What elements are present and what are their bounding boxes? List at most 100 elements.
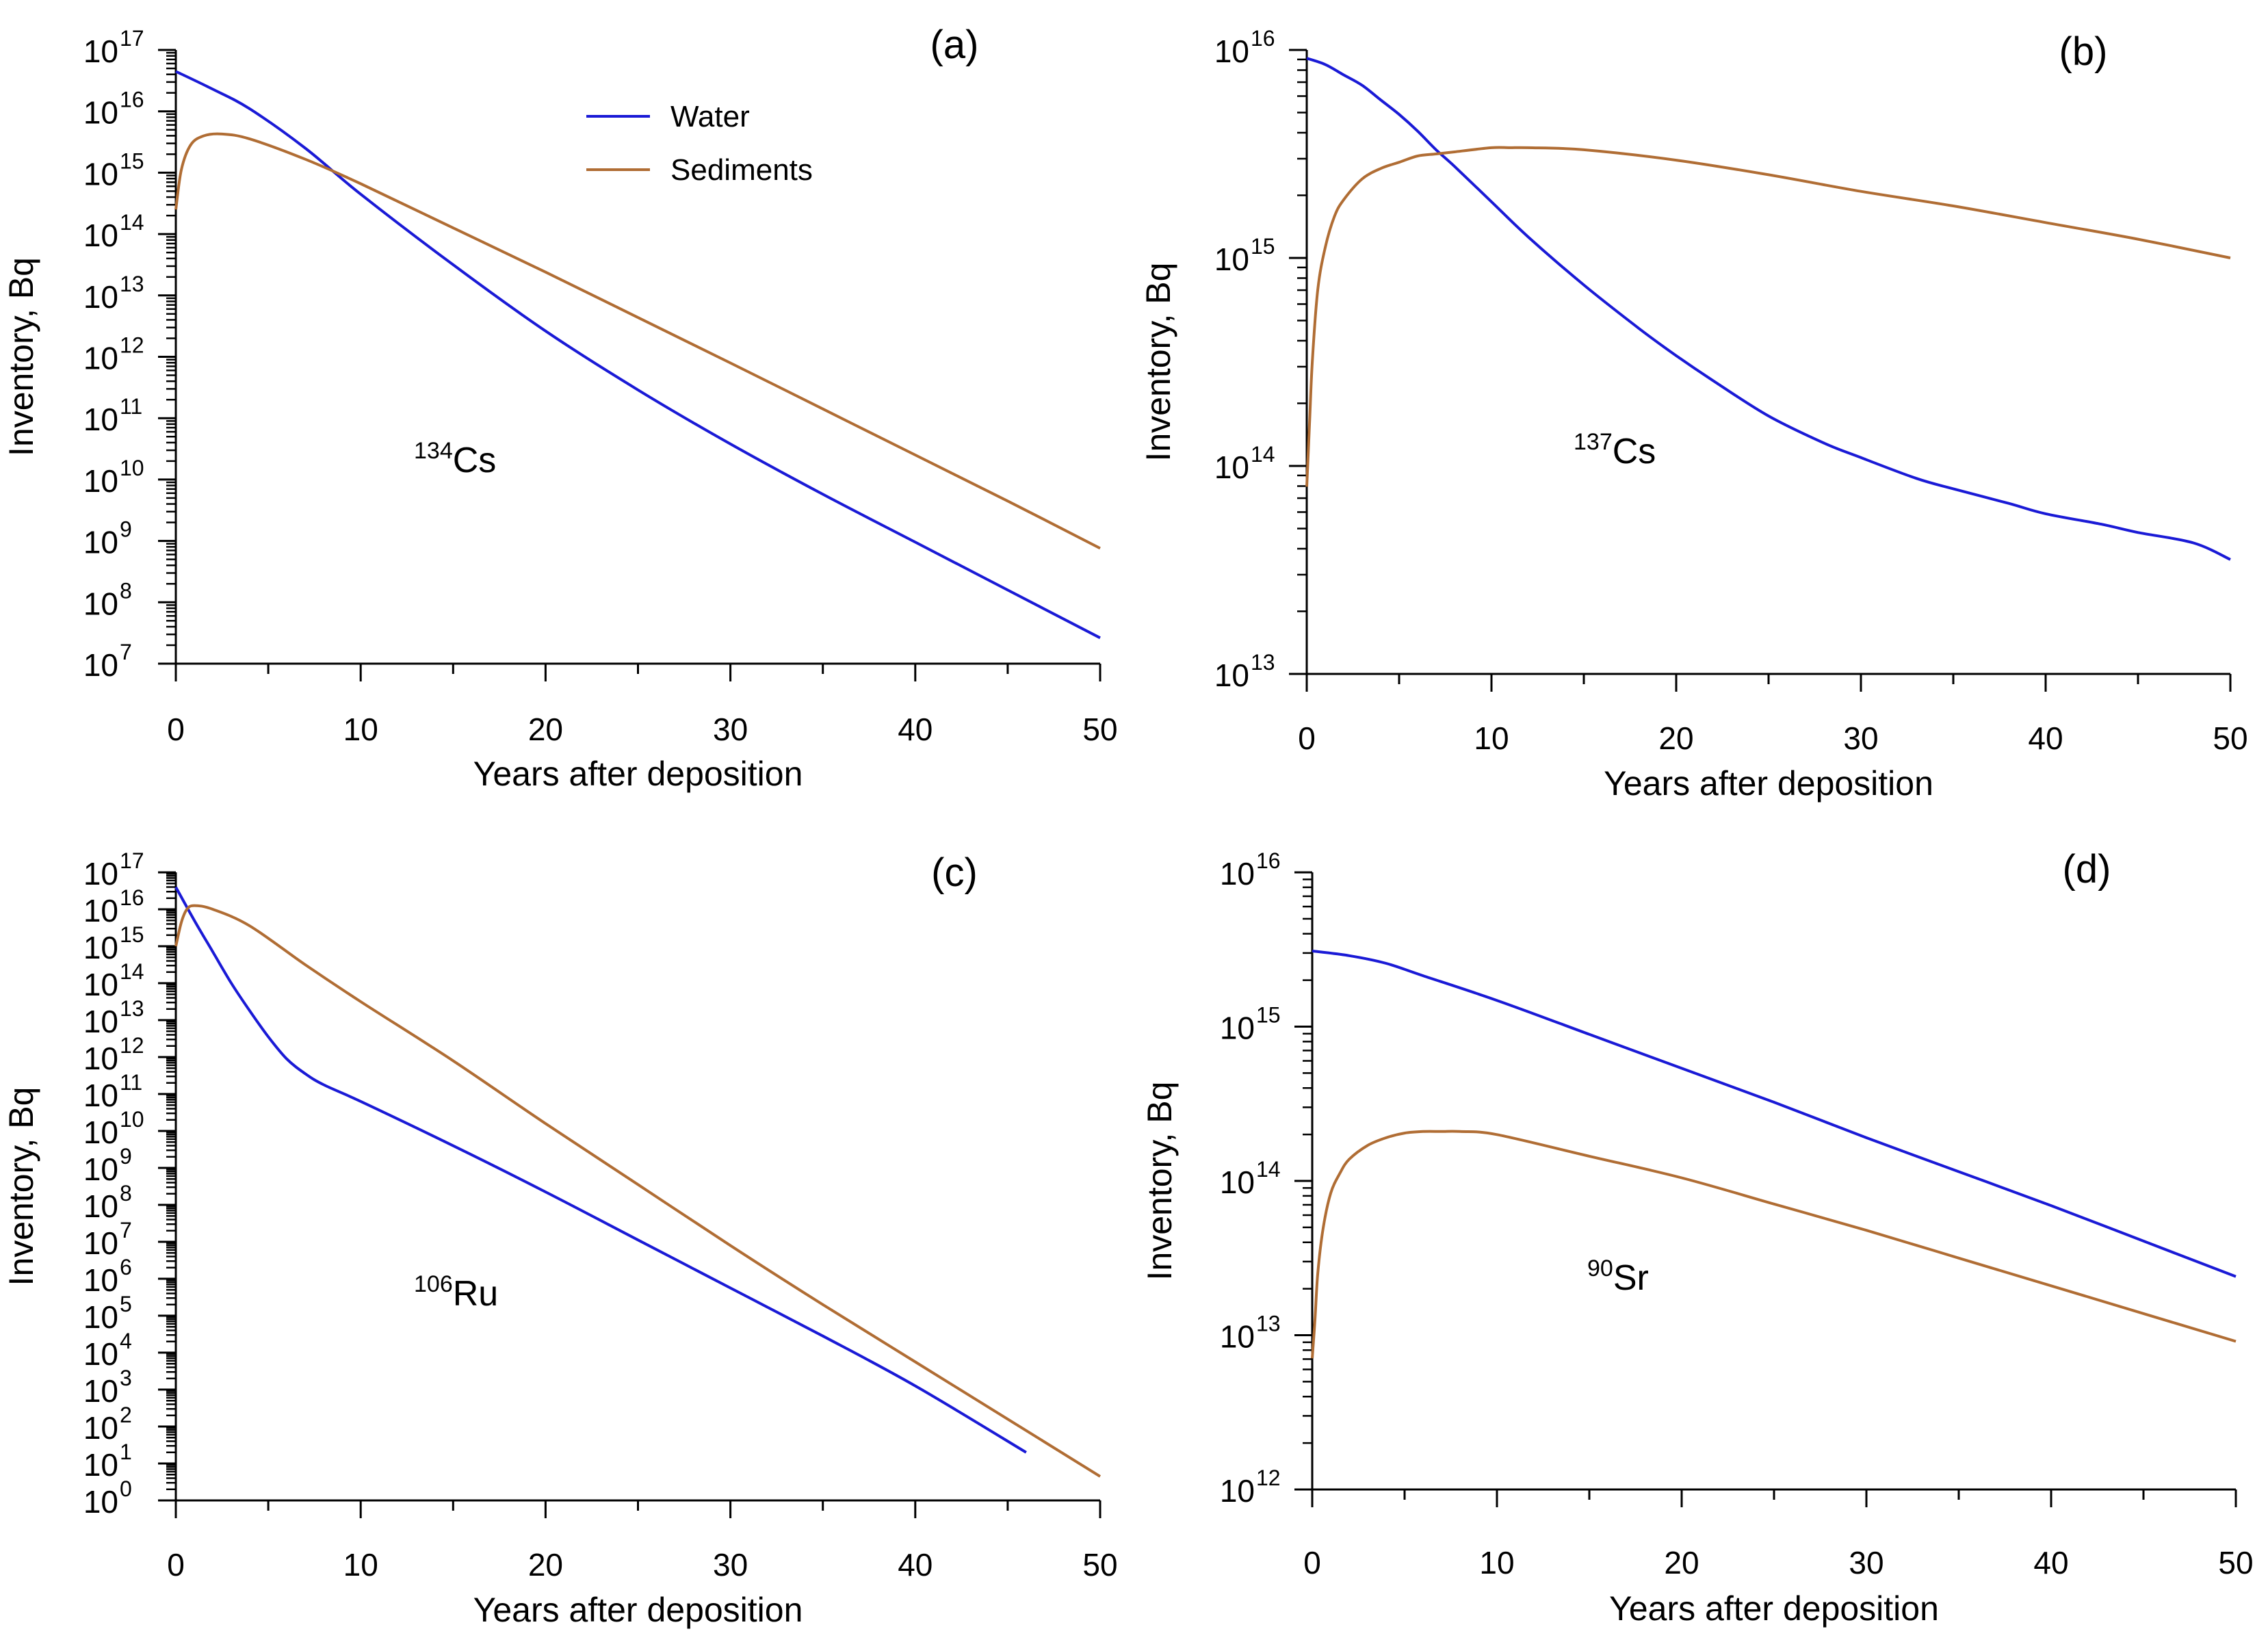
y-tick-label: 10	[1214, 658, 1249, 693]
x-tick-label: 20	[1658, 720, 1693, 756]
y-tick-exponent: 2	[120, 1403, 132, 1427]
y-tick-exponent: 13	[1251, 650, 1275, 675]
y-tick-base: 10	[1214, 450, 1249, 485]
y-tick-exponent: 10	[120, 1107, 144, 1132]
nuclide-element: Cs	[453, 441, 497, 480]
y-tick-label: 10	[83, 1004, 118, 1039]
y-tick-label: 10	[83, 1410, 118, 1446]
nuclide-element: Ru	[453, 1274, 498, 1314]
series-sediments-line	[1311, 1130, 2237, 1359]
y-tick-exponent: 1	[120, 1440, 132, 1464]
y-tick-exponent: 16	[1251, 26, 1275, 51]
y-tick-exponent: 9	[120, 1144, 132, 1169]
x-axis-title: Years after deposition	[473, 755, 803, 793]
y-tick-label: 10	[83, 647, 118, 683]
nuclide-label: 137Cs	[1574, 429, 1656, 471]
x-tick-label: 30	[713, 712, 748, 747]
y-tick-exponent: 15	[120, 922, 144, 947]
y-tick-exponent: 13	[120, 996, 144, 1021]
y-tick-label: 10	[83, 1188, 118, 1224]
y-tick-base: 10	[1214, 242, 1249, 277]
y-tick-base: 10	[83, 1188, 118, 1224]
y-axis-title: Inventory, Bq	[2, 1087, 40, 1286]
panel-label: (b)	[2059, 29, 2108, 74]
y-tick-exponent: 14	[120, 210, 144, 235]
y-tick-label: 10	[1220, 1473, 1255, 1509]
y-tick-base: 10	[83, 279, 118, 315]
nuclide-element: Sr	[1613, 1258, 1649, 1298]
y-tick-label: 10	[83, 1262, 118, 1298]
y-tick-label: 10	[1220, 856, 1255, 891]
y-tick-base: 10	[83, 930, 118, 965]
y-tick-exponent: 7	[120, 1218, 132, 1242]
y-tick-exponent: 16	[120, 88, 144, 112]
x-tick-label: 50	[2213, 720, 2247, 756]
y-axis-title: Inventory, Bq	[2, 257, 40, 456]
y-tick-base: 10	[83, 1262, 118, 1298]
legend: Water Sediments	[586, 100, 813, 187]
y-tick-label: 10	[83, 95, 118, 131]
y-tick-base: 10	[1220, 856, 1255, 891]
y-tick-exponent: 15	[1251, 234, 1275, 259]
nuclide-isotope: 134	[414, 438, 453, 464]
y-tick-exponent: 12	[120, 1033, 144, 1058]
y-tick-exponent: 0	[120, 1476, 132, 1501]
y-tick-base: 10	[83, 95, 118, 131]
y-tick-exponent: 14	[1251, 442, 1275, 467]
y-tick-base: 10	[83, 1078, 118, 1113]
x-axis-title: Years after deposition	[1604, 764, 1933, 803]
legend-label-sediments: Sediments	[670, 153, 813, 187]
x-axis-title: Years after deposition	[473, 1591, 803, 1629]
x-tick-label: 10	[343, 712, 378, 747]
y-tick-base: 10	[1214, 34, 1249, 69]
y-tick-base: 10	[83, 893, 118, 928]
y-axis-title: Inventory, Bq	[1140, 1082, 1179, 1281]
y-tick-exponent: 17	[120, 848, 144, 873]
x-tick-label: 30	[713, 1547, 748, 1583]
y-tick-label: 10	[83, 1041, 118, 1076]
y-tick-base: 10	[83, 525, 118, 560]
y-tick-base: 10	[83, 463, 118, 499]
x-tick-label: 0	[167, 712, 185, 747]
y-tick-label: 10	[83, 218, 118, 253]
series-water-line	[1312, 950, 2237, 1278]
y-tick-exponent: 13	[1256, 1312, 1281, 1336]
y-tick-label: 10	[1220, 1011, 1255, 1046]
x-tick-label: 40	[2028, 720, 2063, 756]
y-tick-base: 10	[83, 1336, 118, 1372]
y-tick-base: 10	[83, 1225, 118, 1261]
y-tick-base: 10	[83, 1151, 118, 1187]
y-tick-label: 10	[83, 1447, 118, 1483]
nuclide-label: 106Ru	[414, 1271, 498, 1314]
y-tick-exponent: 13	[120, 272, 144, 296]
y-tick-exponent: 14	[1256, 1157, 1281, 1182]
y-tick-base: 10	[1220, 1164, 1255, 1200]
x-tick-label: 0	[167, 1547, 185, 1583]
y-tick-label: 10	[83, 586, 118, 621]
y-tick-base: 10	[83, 586, 118, 621]
y-tick-base: 10	[83, 1041, 118, 1076]
nuclide-label: 90Sr	[1587, 1255, 1649, 1298]
y-tick-base: 10	[83, 156, 118, 192]
y-tick-exponent: 8	[120, 1181, 132, 1206]
y-tick-label: 10	[83, 1151, 118, 1187]
y-tick-exponent: 3	[120, 1366, 132, 1390]
x-tick-label: 10	[1474, 720, 1509, 756]
y-tick-label: 10	[83, 1373, 118, 1409]
y-tick-exponent: 12	[1256, 1466, 1281, 1490]
x-tick-label: 40	[898, 712, 933, 747]
y-tick-label: 10	[83, 463, 118, 499]
nuclide-isotope: 90	[1587, 1255, 1613, 1281]
y-tick-exponent: 12	[120, 333, 144, 358]
series-sediments-line	[1305, 146, 2231, 487]
y-tick-label: 10	[83, 1299, 118, 1335]
y-tick-base: 10	[83, 1484, 118, 1520]
y-tick-label: 10	[83, 967, 118, 1002]
x-tick-label: 0	[1303, 1545, 1321, 1580]
y-tick-exponent: 15	[120, 148, 144, 173]
y-tick-base: 10	[83, 341, 118, 376]
y-tick-base: 10	[1220, 1011, 1255, 1046]
series-water-line	[174, 886, 1027, 1454]
